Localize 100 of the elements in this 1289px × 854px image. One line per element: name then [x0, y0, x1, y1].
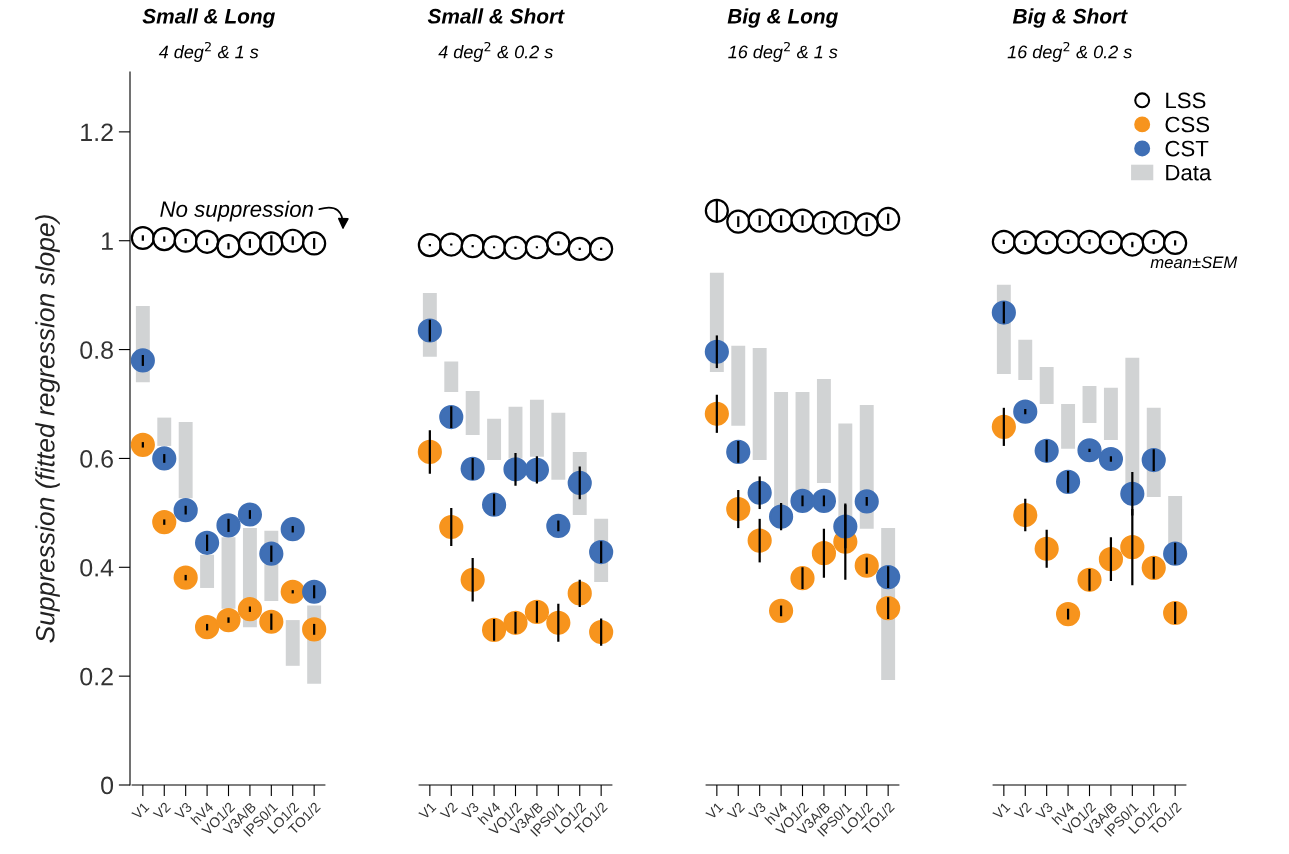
- point: [259, 609, 284, 634]
- bar: [221, 537, 236, 609]
- point: [876, 206, 901, 232]
- point: [1013, 399, 1038, 424]
- point: [854, 489, 879, 514]
- annotation: No suppression: [160, 200, 313, 222]
- point: [769, 208, 794, 233]
- point: [811, 210, 836, 235]
- point: [237, 231, 262, 256]
- y-tick-label: 0.6: [80, 450, 113, 468]
- point: [130, 225, 155, 251]
- x-tick-label: V2: [439, 801, 458, 821]
- point: [216, 234, 241, 259]
- point: [216, 607, 241, 633]
- bar: [1168, 495, 1183, 546]
- x-tick-label: V2: [726, 801, 745, 821]
- point: [302, 617, 327, 642]
- bar: [1103, 387, 1118, 440]
- y-tick-label: 1.2: [81, 123, 113, 141]
- x-tick-label: V2: [1013, 801, 1032, 821]
- point: [524, 235, 549, 260]
- point: [546, 231, 571, 256]
- point: [1163, 230, 1188, 255]
- point: [195, 615, 220, 640]
- bar: [487, 418, 502, 461]
- point: [460, 234, 485, 259]
- bar: [444, 361, 459, 393]
- legend-label: CST: [1165, 140, 1209, 157]
- bar: [529, 399, 544, 457]
- chart-title: Small & Long: [142, 8, 275, 28]
- point: [195, 530, 220, 555]
- point: [1077, 229, 1102, 254]
- bar: [1018, 339, 1033, 381]
- point: [152, 227, 177, 252]
- legend-label: LSS: [1166, 92, 1206, 109]
- bar: [200, 554, 215, 588]
- bar: [551, 412, 566, 480]
- point: [173, 565, 198, 590]
- point: [589, 236, 614, 261]
- x-tick-label: V1: [418, 801, 437, 821]
- x-tick-label: V2: [152, 801, 171, 821]
- legend-label: CSS: [1165, 116, 1210, 133]
- chart-title: Small & Short: [427, 8, 565, 24]
- point: [833, 210, 858, 235]
- bar: [285, 620, 300, 666]
- point: [130, 432, 155, 457]
- point: [259, 541, 284, 566]
- chart-title: Big & Long: [727, 8, 838, 28]
- point: [567, 236, 592, 261]
- point: [1120, 232, 1145, 257]
- chart-subtitle: 4 deg$^{2}$ & 0.2 s: [438, 41, 553, 62]
- y-tick-label: 1: [102, 232, 113, 250]
- bar: [752, 347, 767, 461]
- bar: [731, 345, 746, 426]
- bar: [1082, 386, 1097, 424]
- bar: [816, 378, 831, 483]
- point: [482, 235, 507, 260]
- point: [503, 235, 528, 260]
- point: [195, 229, 220, 254]
- bar: [465, 390, 480, 436]
- point: [152, 510, 177, 535]
- point: [854, 212, 879, 237]
- y-tick-label: 0.4: [80, 558, 114, 577]
- point: [1056, 229, 1081, 254]
- x-tick-label: V1: [705, 801, 724, 821]
- point: [747, 208, 772, 233]
- point: [1141, 229, 1166, 254]
- point: [237, 502, 262, 527]
- point: [1098, 230, 1123, 255]
- point: [546, 513, 571, 539]
- bar: [178, 421, 193, 499]
- point: [280, 517, 305, 542]
- point: [854, 553, 879, 578]
- chart-title: Big & Short: [1012, 8, 1128, 28]
- point: [152, 446, 177, 471]
- point: [173, 498, 198, 523]
- point: [173, 228, 198, 253]
- bar: [157, 417, 172, 446]
- point: [417, 232, 442, 258]
- y-tick-label: 0: [101, 776, 114, 795]
- legend-label: Data: [1166, 164, 1212, 181]
- y-axis-title: Suppression (fitted regression slope): [35, 215, 60, 643]
- chart-subtitle: 16 deg$^{2}$ & 1 s: [728, 41, 838, 62]
- bar: [508, 406, 523, 459]
- point: [280, 579, 305, 604]
- bar: [774, 392, 789, 507]
- point: [439, 232, 464, 257]
- chart-subtitle: 16 deg$^{2}$ & 0.2 s: [1007, 41, 1132, 62]
- x-tick-label: V1: [992, 801, 1011, 821]
- x-tick-label: V1: [131, 801, 150, 821]
- point: [237, 597, 262, 622]
- point: [1034, 230, 1059, 255]
- annotation: mean±SEM: [1150, 256, 1238, 269]
- y-tick-label: 0.8: [80, 341, 113, 359]
- point: [1056, 602, 1081, 627]
- point: [259, 231, 284, 256]
- point: [1013, 230, 1038, 255]
- point: [1077, 438, 1102, 463]
- point: [769, 598, 794, 623]
- bar: [1039, 367, 1054, 405]
